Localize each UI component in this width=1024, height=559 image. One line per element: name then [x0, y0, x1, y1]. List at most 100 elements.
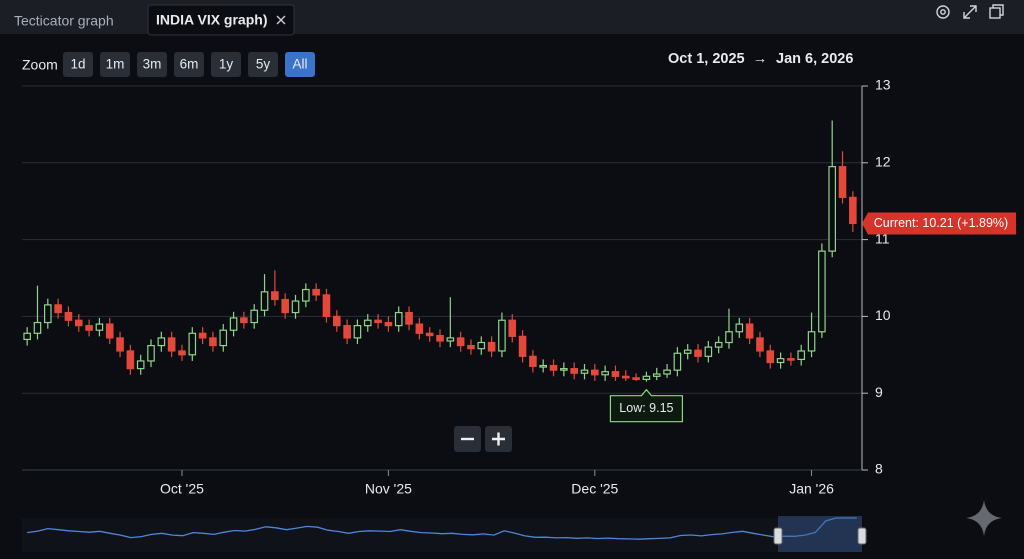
candle — [291, 294, 300, 319]
button-label: 1y — [219, 57, 234, 72]
zoom-button[interactable]: All — [285, 52, 315, 77]
button-label: 6m — [180, 57, 199, 72]
candle — [136, 354, 145, 375]
candle-body — [756, 337, 764, 352]
candle-body — [198, 332, 207, 339]
candle-body — [74, 319, 83, 327]
range-start: Oct 1, 2025 — [668, 51, 745, 67]
candle-body — [250, 309, 259, 324]
candle — [363, 314, 372, 332]
candle-body — [271, 291, 279, 301]
candle-body — [353, 325, 362, 339]
candle — [281, 293, 289, 319]
candle-body — [229, 317, 238, 331]
zoom-button[interactable]: 5y — [248, 52, 278, 77]
candle — [807, 312, 816, 358]
candle — [704, 340, 713, 363]
candle-body — [477, 341, 486, 350]
zoom-button[interactable]: 3m — [137, 52, 167, 77]
candle — [487, 336, 496, 358]
navigator-selection[interactable] — [778, 516, 862, 552]
candle-body — [611, 371, 620, 377]
candle — [85, 319, 93, 337]
candle-body — [105, 323, 114, 339]
settings-icon[interactable] — [936, 5, 950, 19]
candle-body — [116, 337, 124, 352]
candle-body — [704, 346, 713, 357]
candle — [33, 285, 42, 340]
navigator-handle[interactable] — [857, 527, 867, 545]
zoom-button[interactable]: 1m — [100, 52, 130, 77]
candle — [828, 120, 836, 258]
candle — [632, 373, 640, 381]
candle-body — [188, 332, 197, 356]
candle — [343, 319, 351, 345]
candle-body — [694, 349, 702, 357]
tab-active[interactable]: INDIA VIX graph) — [147, 4, 295, 36]
button-label: 1d — [70, 57, 85, 72]
candle — [477, 336, 486, 355]
candle-body — [44, 304, 52, 324]
expand-icon[interactable] — [963, 5, 977, 19]
candle — [508, 314, 517, 343]
candle-body — [683, 349, 692, 354]
candle-body — [436, 335, 444, 342]
zoom-button[interactable]: 6m — [174, 52, 204, 77]
tab[interactable]: Tecticator graph — [6, 6, 144, 34]
candle — [838, 151, 847, 204]
candle — [549, 359, 558, 377]
candle — [766, 344, 775, 369]
candle — [250, 304, 259, 329]
candle-body — [632, 377, 640, 380]
candle — [332, 310, 341, 332]
candle — [188, 327, 197, 361]
candle-body — [425, 332, 434, 337]
candle-body — [394, 311, 403, 327]
zoom-out-button[interactable] — [454, 426, 481, 452]
candle-body — [766, 350, 775, 364]
candle — [405, 306, 413, 331]
zoom-in-button[interactable] — [485, 426, 512, 452]
tab-label: INDIA VIX graph) — [156, 12, 268, 28]
x-tick-label: Nov '25 — [365, 481, 412, 497]
candle — [271, 270, 279, 306]
candle-body — [291, 300, 300, 314]
candle-body — [776, 358, 785, 364]
candle-body — [849, 196, 857, 225]
candle-body — [591, 369, 599, 376]
candle-body — [529, 355, 537, 367]
button-label: 1m — [106, 57, 125, 72]
button-background — [248, 52, 278, 77]
navigator-line — [27, 517, 857, 540]
candle-body — [147, 344, 155, 362]
candle-body — [818, 250, 826, 333]
candle — [54, 298, 62, 319]
restore-icon[interactable] — [989, 4, 1004, 19]
candle — [157, 331, 166, 352]
navigator — [22, 516, 867, 552]
candle — [394, 306, 403, 332]
candle-body — [828, 166, 836, 252]
zoom-button[interactable]: 1d — [63, 52, 93, 77]
candle-body — [807, 331, 816, 352]
candle-body — [260, 291, 269, 311]
candle-body — [601, 371, 609, 376]
candle-body — [281, 298, 289, 314]
candle-body — [178, 350, 186, 356]
tab-close-icon[interactable] — [276, 15, 286, 25]
candle — [260, 274, 269, 317]
candle — [312, 283, 320, 302]
candle-body — [560, 368, 568, 371]
candle-body — [487, 341, 496, 352]
candle — [694, 344, 702, 363]
candle-body — [374, 319, 382, 324]
candle — [240, 311, 248, 329]
candle-body — [570, 368, 578, 374]
candle — [776, 352, 785, 369]
zoom-button[interactable]: 1y — [211, 52, 241, 77]
navigator-handle[interactable] — [773, 527, 783, 545]
candle-body — [415, 323, 424, 334]
candle — [652, 367, 661, 381]
button-background — [137, 52, 167, 77]
